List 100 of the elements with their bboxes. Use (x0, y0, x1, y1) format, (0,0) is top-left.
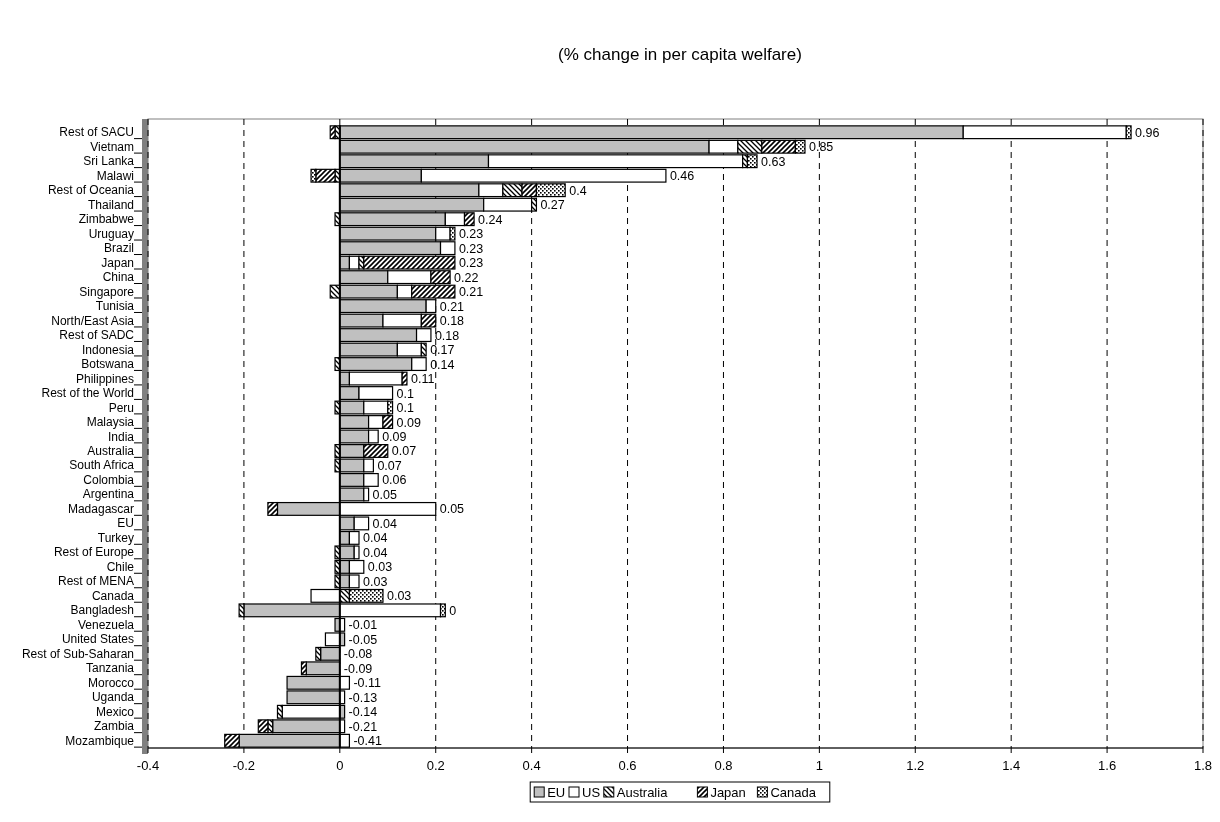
y-tick-label: Rest of the World (41, 386, 134, 401)
annotation: 0.17 (430, 343, 455, 358)
y-tick-label: Bangladesh (70, 603, 134, 618)
annotation: 0.23 (458, 241, 484, 256)
annotation: -0.13 (348, 690, 378, 705)
annotation: 0.22 (454, 270, 479, 285)
y-tick-label: Malawi (96, 168, 134, 183)
legend-label: Canada (770, 785, 817, 800)
y-tick-label: South Africa (69, 458, 135, 473)
y-tick-label: Indonesia (81, 342, 135, 357)
y-tick-label: Madagascar (67, 501, 134, 516)
x-tick-label: 0.6 (618, 758, 637, 773)
annotation: 0.18 (434, 328, 460, 343)
y-tick-label: Rest of SADC (59, 328, 135, 343)
legend-label: US (582, 785, 601, 800)
annotation: 0.05 (372, 487, 397, 502)
annotation: 0.18 (439, 314, 465, 329)
annotation: 0.46 (669, 169, 695, 184)
annotation: 0.21 (439, 299, 465, 314)
annotation: 0.05 (439, 502, 465, 517)
annotation: 0.11 (410, 372, 435, 387)
y-tick-label: Rest of MENA (57, 574, 134, 589)
bar (329, 125, 336, 140)
annotation: -0.05 (348, 632, 378, 647)
y-tick-label: Sri Lanka (83, 154, 135, 169)
annotation: 0.09 (396, 415, 421, 430)
annotation: 0.23 (458, 227, 484, 242)
y-tick-label: Singapore (79, 284, 135, 299)
annotation: 0.07 (391, 444, 417, 459)
annotation: 0.27 (540, 198, 565, 213)
annotation: 0.04 (363, 545, 388, 560)
y-tick-label: Rest of Europe (53, 545, 135, 560)
annotation: 0.03 (363, 574, 388, 589)
y-tick-label: Malaysia (86, 415, 135, 430)
legend-label: EU (547, 785, 566, 800)
y-tick-label: EU (117, 516, 134, 531)
annotation: -0.41 (353, 734, 382, 749)
annotation: 0.85 (808, 140, 834, 155)
y-tick-label: Mozambique (65, 733, 135, 748)
annotation: 0.23 (458, 256, 484, 271)
y-tick-label: Tanzania (85, 661, 135, 676)
x-tick-label: 0.4 (522, 758, 541, 773)
y-tick-label: Mexico (95, 704, 135, 719)
y-tick-label: Turkey (97, 530, 134, 545)
y-tick-label: Zambia (93, 719, 135, 734)
y-tick-label: Rest of Sub-Saharan (21, 646, 134, 661)
y-tick-label: Peru (108, 400, 134, 415)
x-tick-label: 1.4 (1002, 758, 1021, 773)
y-tick-label: Morocco (87, 675, 135, 690)
y-tick-label: Canada (91, 588, 135, 603)
y-tick-label: Zimbabwe (78, 212, 135, 227)
y-tick-label: Colombia (83, 472, 135, 487)
annotation: -0.01 (348, 618, 378, 633)
annotation: 0 (449, 603, 457, 618)
annotation: -0.09 (343, 661, 373, 676)
x-tick-label: 1 (815, 758, 823, 773)
annotation: 0.1 (396, 401, 414, 416)
annotation: 0.03 (367, 560, 393, 575)
annotation: 0.4 (569, 183, 587, 198)
annotation: 0.96 (1135, 125, 1160, 140)
x-tick-label: 1.6 (1098, 758, 1117, 773)
annotation: -0.14 (348, 705, 378, 720)
y-tick-label: Vietnam (90, 139, 134, 154)
annotation: 0.24 (478, 212, 503, 227)
y-tick-label: Philippines (75, 371, 134, 386)
y-tick-label: Venezuela (77, 617, 135, 632)
annotation: 0.09 (382, 430, 407, 444)
y-tick-label: Argentina (82, 487, 135, 502)
y-tick-label: Brazil (103, 241, 134, 256)
annotation: -0.21 (348, 719, 378, 734)
y-tick-label: Thailand (87, 197, 134, 212)
y-tick-label: United States (61, 632, 134, 647)
x-tick-label: -0.4 (136, 758, 160, 773)
x-tick-label: -0.2 (232, 758, 256, 773)
annotation: -0.11 (353, 676, 382, 691)
y-tick-label: Japan (101, 255, 134, 270)
annotation: 0.21 (458, 285, 484, 300)
annotation: 0.14 (430, 357, 455, 372)
y-tick-label: Chile (106, 559, 135, 574)
y-tick-label: Uganda (91, 690, 135, 705)
y-tick-label: India (107, 429, 135, 444)
annotation: 0.04 (363, 531, 388, 546)
y-tick-label: China (102, 270, 135, 285)
annotation: 0.1 (396, 386, 414, 401)
annotation: 0.63 (761, 154, 786, 169)
annotation: -0.08 (343, 647, 373, 662)
annotation: 0.06 (382, 473, 407, 488)
y-tick-label: Botswana (81, 357, 135, 372)
annotation: 0.03 (386, 589, 412, 604)
chart-title: (% change in per capita welfare) (558, 45, 802, 64)
y-tick-label: North/East Asia (51, 313, 135, 328)
x-tick-label: 0.2 (426, 758, 445, 773)
y-tick-label: Rest of SACU (59, 125, 134, 140)
y-tick-label: Australia (87, 443, 135, 458)
y-tick-label: Rest of Oceania (47, 183, 135, 198)
x-tick-label: 0.8 (714, 758, 733, 773)
annotation: 0.07 (377, 458, 402, 473)
y-tick-label: Tunisia (95, 299, 135, 314)
x-tick-label: 1.8 (1193, 758, 1213, 773)
legend-label: Japan (710, 785, 746, 800)
